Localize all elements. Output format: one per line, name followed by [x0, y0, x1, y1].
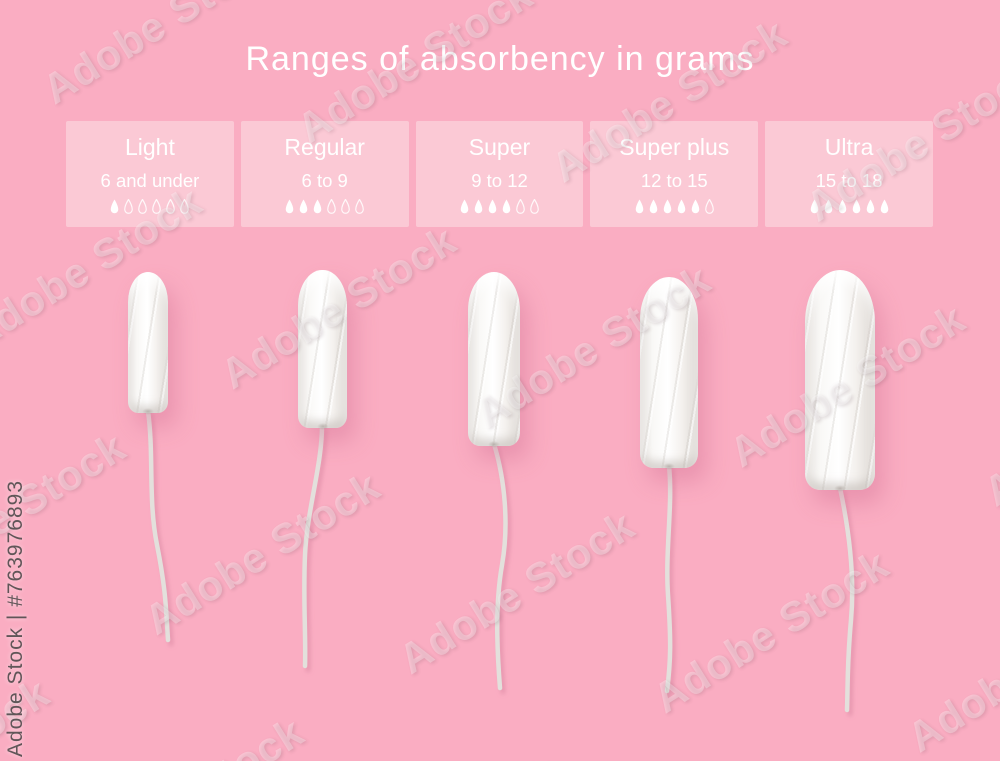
string-super: [491, 441, 508, 691]
drop-filled-icon: [663, 199, 672, 214]
category-range: 9 to 12: [471, 170, 528, 191]
drop-empty-icon: [138, 199, 148, 214]
drop-filled-icon: [635, 199, 644, 214]
droplet-rating-icons: [109, 198, 190, 215]
drop-filled-icon: [691, 199, 700, 214]
category-name: Light: [124, 134, 175, 160]
drop-filled-icon: [313, 199, 322, 214]
drop-filled-icon: [677, 199, 686, 214]
category-name: Regular: [284, 134, 365, 160]
drop-empty-icon: [166, 199, 176, 214]
string-regular: [302, 423, 325, 669]
droplet-rating-icons: [634, 198, 715, 215]
drop-filled-icon: [502, 199, 511, 214]
drop-empty-icon: [327, 199, 337, 214]
drop-filled-icon: [460, 199, 469, 214]
string-light: [145, 408, 171, 643]
drop-filled-icon: [810, 199, 818, 214]
droplet-rating-icons: [459, 198, 540, 215]
category-range: 15 to 18: [815, 170, 883, 191]
absorbency-cell-ultra: Ultra 15 to 18: [765, 121, 933, 227]
drop-filled-icon: [866, 199, 874, 214]
tampon-illustration-light: [128, 272, 168, 415]
category-name: Super plus: [619, 134, 730, 160]
drop-empty-icon: [355, 199, 365, 214]
category-name: Super: [468, 134, 531, 160]
tampon-illustration-super-plus: [640, 277, 698, 470]
category-name: Ultra: [824, 134, 874, 160]
string-super-plus: [664, 463, 673, 694]
drop-filled-icon: [285, 199, 294, 214]
drop-empty-icon: [341, 199, 351, 214]
drop-filled-icon: [474, 199, 483, 214]
tampon-illustration-regular: [298, 270, 347, 430]
drop-filled-icon: [880, 199, 888, 214]
drop-filled-icon: [111, 199, 119, 214]
absorbency-cell-light: Light 6 and under: [66, 121, 234, 227]
drop-filled-icon: [299, 199, 308, 214]
absorbency-cell-super: Super 9 to 12: [415, 121, 584, 227]
droplet-rating-icons: [809, 198, 890, 215]
droplet-rating-icons: [284, 198, 365, 215]
drop-empty-icon: [180, 199, 190, 214]
tampon-illustration-super: [468, 272, 520, 448]
page-title: Ranges of absorbency in grams: [245, 40, 755, 78]
drop-filled-icon: [852, 199, 860, 214]
tampon-illustration-ultra: [805, 270, 875, 492]
category-range: 6 and under: [100, 170, 200, 191]
drop-empty-icon: [124, 199, 134, 214]
drop-filled-icon: [838, 199, 846, 214]
category-range: 12 to 15: [640, 170, 708, 191]
drop-empty-icon: [516, 199, 525, 214]
absorbency-cell-regular: Regular 6 to 9: [240, 121, 409, 227]
drop-filled-icon: [488, 199, 497, 214]
absorbency-cell-super-plus: Super plus 12 to 15: [590, 121, 759, 227]
drop-filled-icon: [824, 199, 832, 214]
string-ultra: [837, 485, 855, 713]
drop-filled-icon: [649, 199, 658, 214]
drop-empty-icon: [152, 199, 162, 214]
drop-empty-icon: [704, 199, 714, 214]
drop-empty-icon: [530, 199, 539, 214]
category-range: 6 to 9: [301, 170, 348, 191]
absorbency-header-row: Light 6 and under Regular 6 to 9 Super 9…: [66, 121, 933, 227]
